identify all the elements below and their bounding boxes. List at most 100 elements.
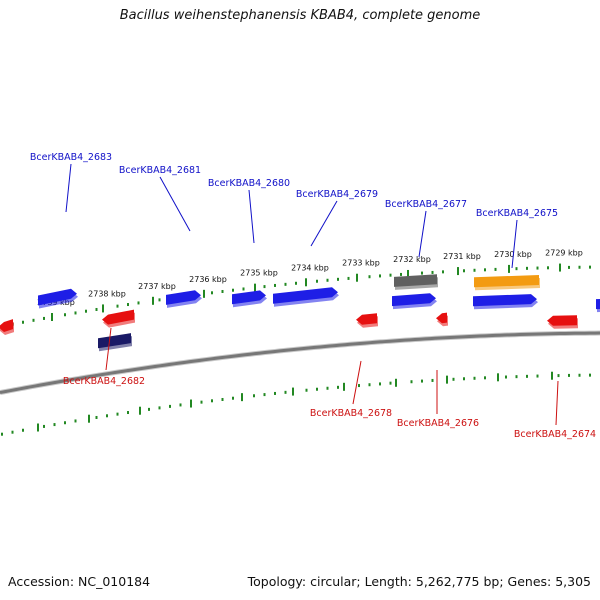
gene-grey-feature: [394, 274, 437, 287]
inner-ruler-minor-tick: [316, 387, 318, 391]
accession-text: Accession: NC_010184: [8, 574, 151, 589]
gene-features: [0, 274, 600, 352]
inner-ruler-minor-tick: [232, 396, 234, 400]
forward-leader-line: [310, 200, 338, 247]
outer-ruler-major-tick: [51, 313, 53, 322]
outer-ruler-major-tick: [407, 269, 409, 278]
genome-backbone-group: [0, 330, 600, 396]
outer-ruler-minor-tick: [284, 282, 287, 286]
kbp-label: 2738 kbp: [88, 289, 126, 298]
inner-ruler-minor-tick: [410, 380, 413, 384]
inner-ruler-minor-tick: [568, 373, 570, 377]
outer-ruler-minor-tick: [400, 272, 402, 276]
outer-ruler-minor-tick: [578, 265, 581, 269]
outer-ruler-minor-tick: [421, 271, 423, 275]
outer-ruler-minor-tick: [431, 270, 434, 274]
kbp-label: 2736 kbp: [189, 275, 227, 284]
inner-ruler-minor-tick: [116, 412, 119, 416]
reverse-leader-line: [105, 327, 112, 371]
inner-ruler-minor-tick: [1, 432, 3, 436]
forward-gene-label: BcerKBAB4_2680: [208, 178, 290, 189]
reverse-gene-label: BcerKBAB4_2682: [63, 376, 145, 387]
inner-ruler-minor-tick: [179, 403, 182, 407]
outer-ruler-minor-tick: [32, 318, 35, 322]
outer-ruler-major-tick: [356, 273, 358, 282]
inner-ruler-major-tick: [343, 382, 345, 391]
inner-ruler-minor-tick: [578, 373, 581, 377]
outer-ruler-minor-tick: [515, 267, 518, 271]
outer-ruler-minor-tick: [389, 273, 392, 277]
outer-ruler-minor-tick: [242, 287, 245, 291]
outer-ruler-minor-tick: [473, 268, 476, 272]
forward-gene-label: BcerKBAB4_2677: [385, 199, 467, 210]
outer-ruler-minor-tick: [442, 270, 444, 274]
outer-ruler-minor-tick: [274, 283, 276, 287]
forward-leader-line: [159, 176, 191, 232]
inner-ruler-minor-tick: [536, 374, 539, 378]
gene-forward: [38, 288, 77, 306]
inner-ruler-minor-tick: [221, 397, 224, 401]
outer-ruler-minor-tick: [379, 274, 381, 278]
inner-ruler-minor-tick: [326, 386, 329, 390]
forward-leader-line: [418, 210, 427, 258]
outer-ruler-minor-tick: [95, 307, 98, 311]
outer-ruler-minor-tick: [85, 309, 87, 313]
inner-ruler-minor-tick: [11, 430, 14, 434]
gene-forward: [596, 299, 600, 310]
inner-ruler-major-tick: [88, 414, 90, 423]
inner-ruler-minor-tick: [463, 377, 465, 381]
reverse-leader-line: [352, 360, 362, 405]
inner-ruler-minor-tick: [127, 411, 129, 415]
outer-ruler-minor-tick: [337, 277, 339, 281]
outer-ruler-minor-tick: [316, 279, 318, 283]
inner-ruler-minor-tick: [263, 393, 266, 397]
kbp-label: 2731 kbp: [443, 252, 481, 261]
inner-ruler-minor-tick: [305, 388, 308, 392]
inner-ruler-minor-tick: [526, 374, 528, 378]
outer-ruler-major-tick: [559, 263, 561, 272]
inner-ruler-minor-tick: [284, 390, 287, 394]
inner-ruler-major-tick: [292, 387, 294, 396]
inner-ruler-minor-tick: [379, 382, 381, 386]
kbp-label: 2733 kbp: [342, 259, 380, 268]
outer-ruler-minor-tick: [64, 313, 66, 317]
topology-text: Topology: circular; Length: 5,262,775 bp…: [247, 574, 591, 589]
outer-ruler-minor-tick: [536, 266, 539, 270]
inner-ruler-minor-tick: [557, 374, 560, 378]
outer-ruler-major-tick: [203, 289, 205, 298]
outer-ruler-minor-tick: [74, 311, 77, 315]
reverse-gene-label: BcerKBAB4_2674: [514, 429, 596, 440]
inner-ruler-minor-tick: [337, 385, 339, 389]
gene-reverse: [102, 309, 134, 325]
kbp-label: 2732 kbp: [393, 255, 431, 264]
inner-ruler-minor-tick: [106, 414, 108, 418]
outer-ruler-minor-tick: [127, 303, 129, 307]
inner-ruler-minor-tick: [484, 376, 486, 380]
outer-ruler-minor-tick: [43, 316, 45, 320]
outer-ruler-minor-tick: [589, 265, 591, 269]
kbp-label: 2737 kbp: [138, 282, 176, 291]
gene-labels: BcerKBAB4_2683 BcerKBAB4_2681 BcerKBAB4_26…: [30, 152, 596, 440]
forward-leader-line: [511, 219, 518, 269]
outer-ruler-major-tick: [254, 283, 256, 292]
gene-forward: [232, 290, 266, 305]
reverse-gene-label: BcerKBAB4_2678: [310, 408, 392, 419]
outer-ruler-minor-tick: [368, 275, 371, 279]
inner-ruler-minor-tick: [53, 423, 56, 427]
outer-ruler-minor-tick: [211, 291, 213, 295]
inner-ruler-minor-tick: [505, 375, 507, 379]
kbp-label: 2735 kbp: [240, 269, 278, 278]
inner-ruler-minor-tick: [274, 391, 276, 395]
outer-ruler-minor-tick: [137, 301, 140, 305]
gene-forward: [392, 293, 436, 307]
inner-ruler-minor-tick: [589, 373, 591, 377]
gene-reverse: [0, 319, 13, 332]
inner-ruler-minor-tick: [64, 421, 66, 425]
gene-reverse: [436, 312, 447, 324]
outer-ruler-minor-tick: [22, 320, 24, 324]
outer-ruler-major-tick: [102, 304, 104, 313]
inner-ruler-minor-tick: [515, 375, 518, 379]
outer-ruler-minor-tick: [263, 285, 266, 289]
outer-ruler-minor-tick: [347, 276, 350, 280]
